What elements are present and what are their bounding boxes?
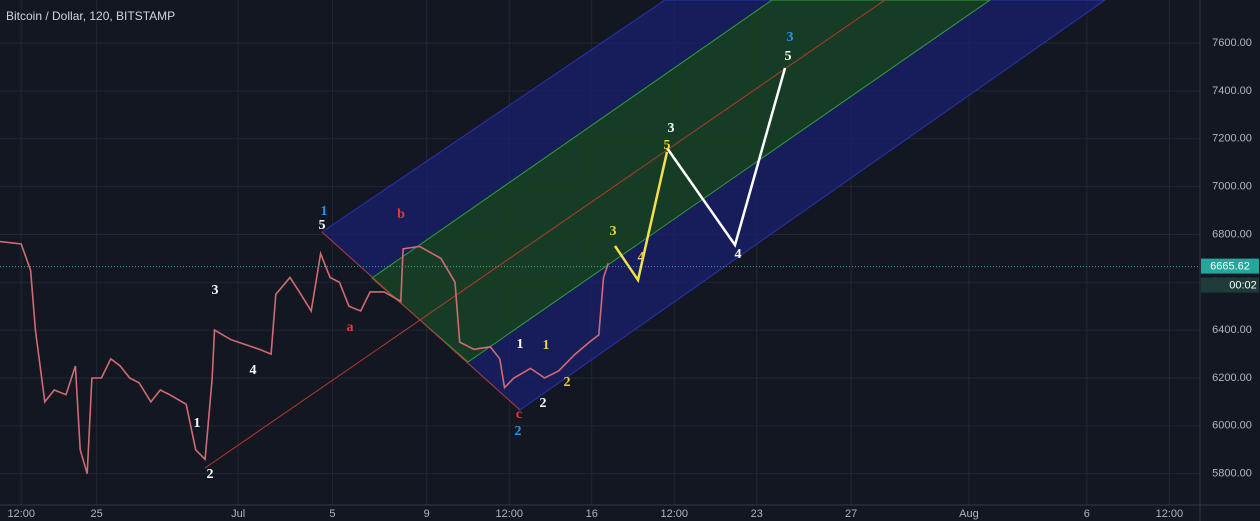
wave-label: 1 [543, 338, 550, 353]
countdown-label: 00:02 [1229, 280, 1257, 292]
y-tick-label: 6800.00 [1212, 228, 1252, 240]
x-tick-label: Aug [959, 508, 979, 520]
projection-white [665, 67, 787, 248]
x-tick-label: 25 [91, 508, 103, 520]
x-tick-label: 12:00 [660, 508, 688, 520]
x-tick-label: Jul [231, 508, 245, 520]
y-tick-label: 6400.00 [1212, 324, 1252, 336]
y-tick-label: 7000.00 [1212, 181, 1252, 193]
last-price-label: 6665.62 [1210, 261, 1250, 273]
x-tick-label: 12:00 [495, 508, 523, 520]
series-layer [0, 240, 610, 474]
x-tick-label: 12:00 [7, 508, 35, 520]
x-tick-label: 27 [845, 508, 857, 520]
wave-label: a [347, 320, 354, 335]
wave-label: 5 [664, 138, 671, 153]
x-tick-label: 5 [329, 508, 335, 520]
y-tick-label: 5800.00 [1212, 468, 1252, 480]
wave-label: 4 [638, 250, 645, 265]
wave-label: 3 [212, 283, 219, 298]
x-tick-label: 6 [1084, 508, 1090, 520]
wave-label: 3 [787, 30, 794, 45]
wave-label: c [516, 407, 522, 422]
projection-yellow [613, 151, 669, 284]
y-tick-label: 6000.00 [1212, 420, 1252, 432]
y-tick-label: 7400.00 [1212, 85, 1252, 97]
wave-label: 1 [517, 337, 524, 352]
wave-label: 4 [735, 247, 742, 262]
price-line [0, 240, 610, 474]
y-tick-label: 6200.00 [1212, 372, 1252, 384]
wave-label: 2 [564, 375, 571, 390]
x-tick-label: 16 [586, 508, 598, 520]
wave-label: 5 [785, 49, 792, 64]
wave-label: 2 [207, 467, 214, 482]
chart-title: Bitcoin / Dollar, 120, BITSTAMP [6, 9, 175, 23]
y-tick-label: 7200.00 [1212, 133, 1252, 145]
y-tick-label: 7600.00 [1212, 37, 1252, 49]
wave-label: 1 [194, 416, 201, 431]
wave-label: 2 [540, 396, 547, 411]
last-price-box [1201, 258, 1259, 274]
x-tick-label: 23 [751, 508, 763, 520]
wave-label: 2 [515, 424, 522, 439]
wave-label: 4 [250, 363, 257, 378]
wave-label: b [397, 207, 405, 222]
pitchfork-base [321, 231, 521, 411]
countdown-box [1201, 277, 1259, 293]
wave-label: 1 [321, 204, 328, 219]
wave-label: 3 [610, 224, 617, 239]
wave-label: 5 [319, 218, 326, 233]
x-tick-label: 9 [424, 508, 430, 520]
wave-label: 3 [668, 121, 675, 136]
pitchfork-median [204, 0, 886, 469]
x-tick-label: 12:00 [1156, 508, 1184, 520]
